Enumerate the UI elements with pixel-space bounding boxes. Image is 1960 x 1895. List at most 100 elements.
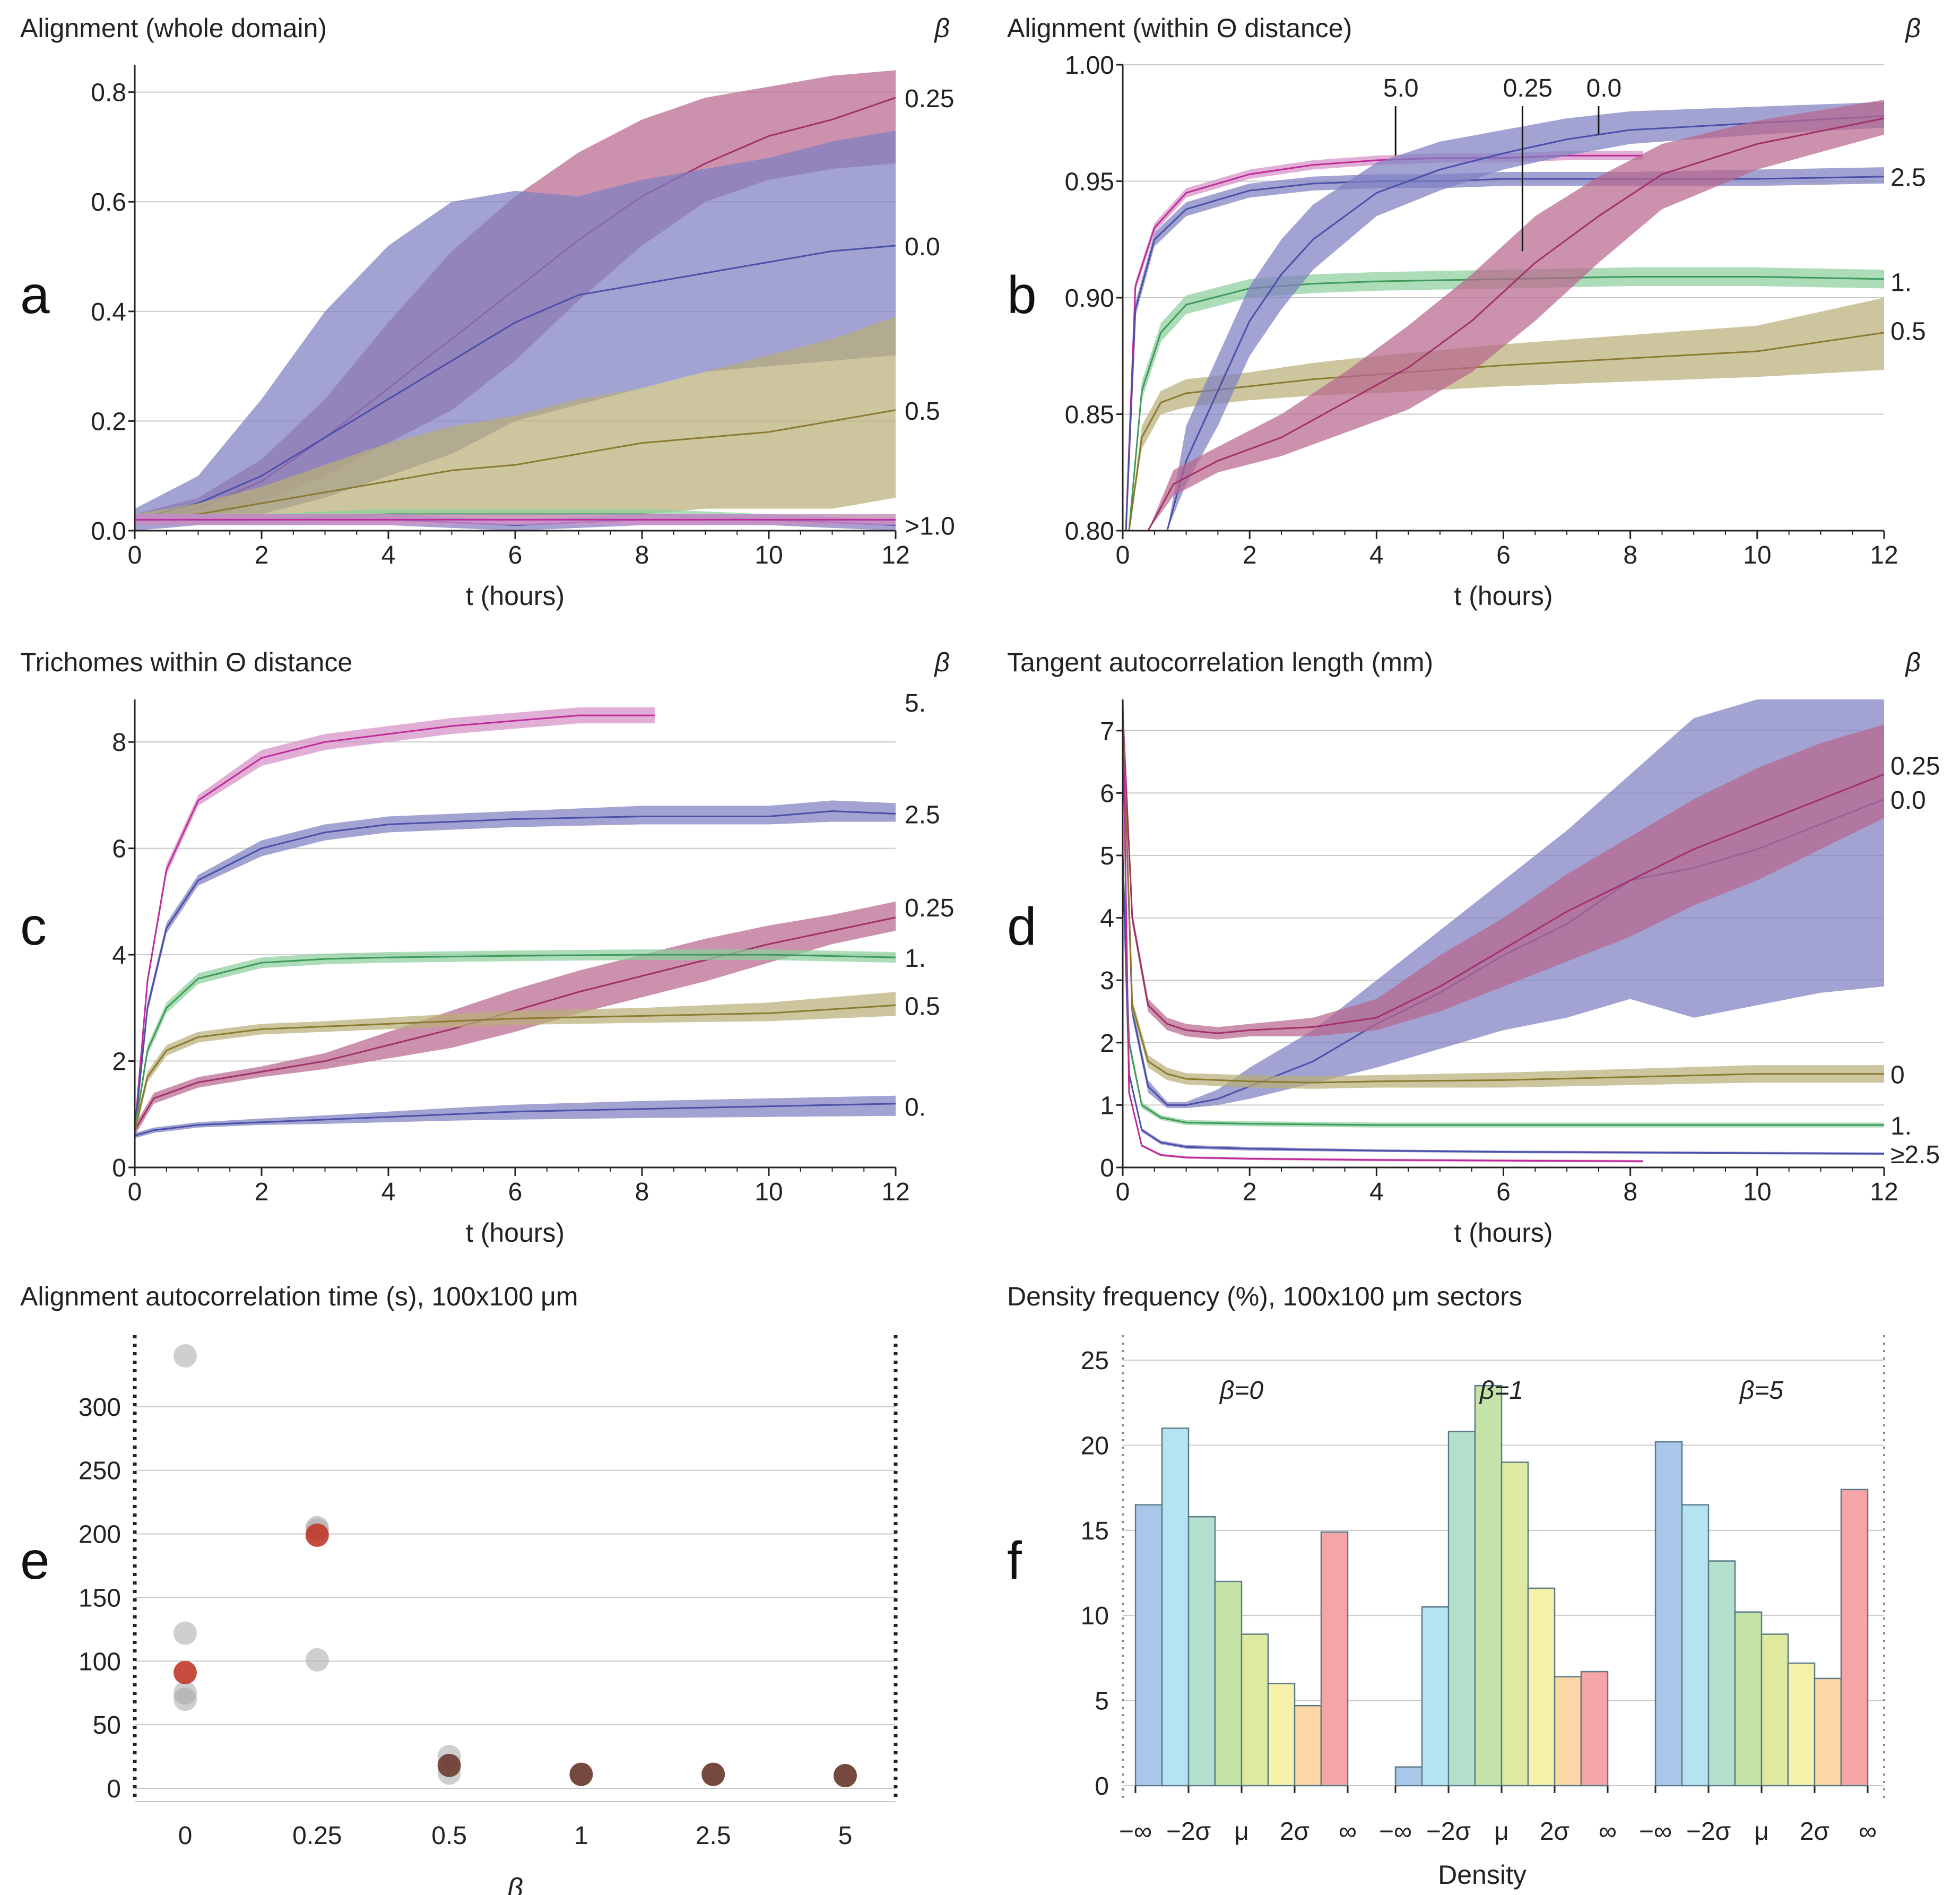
x-tick-label: 0 [1116, 541, 1130, 569]
histogram-bar [1734, 1611, 1763, 1787]
series-right-label: 2.5 [1890, 164, 1926, 192]
histogram-bar [1241, 1633, 1269, 1787]
histogram-bar [1161, 1427, 1190, 1787]
panel-letter: d [1007, 897, 1037, 956]
x-axis-label: t (hours) [1454, 1218, 1553, 1248]
series-right-label: 1. [905, 945, 926, 973]
bin-tick-label: μ [1234, 1818, 1249, 1846]
y-tick-label: 5 [1100, 842, 1114, 870]
series-band-1 [1125, 167, 1884, 531]
series-right-label: 0.5 [905, 992, 940, 1020]
x-tick-label: 10 [1743, 541, 1771, 569]
x-tick-label: 0.5 [431, 1822, 467, 1850]
series-right-label: 0.5 [905, 397, 940, 426]
bin-tick-label: 2σ [1800, 1818, 1829, 1846]
histogram-bar [1527, 1587, 1556, 1787]
panel-b: Alignment (within Θ distance) b β 0.80 0.85 0… [1007, 13, 1926, 611]
histogram-bar [1814, 1677, 1842, 1787]
bin-tick-label: −∞ [1119, 1818, 1152, 1846]
y-tick-label: 0.85 [1065, 401, 1114, 429]
bin-tick-label: ∞ [1339, 1818, 1357, 1846]
series-right-label: 0.0 [905, 233, 940, 261]
series-band-5 [1148, 99, 1884, 531]
y-tick-label: 0.6 [91, 188, 126, 217]
x-tick-label: 6 [508, 1178, 523, 1206]
histogram-bar [1394, 1766, 1423, 1787]
group-label: β=0 [1219, 1377, 1263, 1405]
series-right-label: ≥2.5 [1890, 1141, 1940, 1169]
histogram-bar [1654, 1441, 1683, 1787]
bin-tick-label: −2σ [1686, 1818, 1731, 1846]
bin-tick-label: 2σ [1280, 1818, 1309, 1846]
series-line-1 [1123, 712, 1884, 1034]
x-tick-label: 0 [1116, 1178, 1130, 1206]
panel-letter: e [20, 1531, 50, 1590]
histogram-bar [1707, 1560, 1736, 1787]
y-tick-label: 4 [1100, 905, 1114, 933]
histogram-bar [1320, 1531, 1349, 1787]
callout-label: 0.25 [1503, 74, 1553, 102]
x-tick-label: 10 [754, 1178, 783, 1206]
series-band-0 [1123, 699, 1884, 1109]
histogram-bar [1474, 1385, 1503, 1787]
y-tick-label: 1 [1100, 1092, 1114, 1120]
mean-point [569, 1762, 593, 1786]
histogram-bar [1840, 1489, 1869, 1787]
x-tick-label: 4 [1369, 1178, 1384, 1206]
x-tick-label: 0 [128, 1178, 142, 1206]
x-tick-label: 2.5 [696, 1822, 731, 1850]
series-band-0 [135, 707, 655, 1136]
x-tick-label: 2 [255, 541, 269, 569]
series-band-5 [135, 1095, 896, 1138]
y-tick-label: 0.2 [91, 408, 126, 436]
y-tick-label: 200 [79, 1521, 121, 1549]
y-tick-label: 0.4 [91, 298, 126, 326]
bin-tick-label: −∞ [1639, 1818, 1672, 1846]
series-line-1 [135, 810, 896, 1130]
x-tick-label: 10 [754, 541, 783, 569]
x-tick-label: 12 [881, 541, 909, 569]
panel-title: Alignment (whole domain) [20, 13, 327, 43]
x-tick-label: 4 [1369, 541, 1384, 569]
y-tick-label: 20 [1081, 1432, 1109, 1460]
histogram-bar [1294, 1704, 1322, 1787]
series-line-5 [1123, 699, 1643, 1162]
beta-label: β [1904, 13, 1921, 43]
y-tick-label: 3 [1100, 967, 1114, 995]
x-tick-label: 6 [508, 541, 523, 569]
panel-title: Alignment (within Θ distance) [1007, 13, 1352, 43]
x-tick-label: 6 [1496, 541, 1511, 569]
bin-tick-label: −∞ [1379, 1818, 1412, 1846]
histogram-bar [1214, 1580, 1243, 1787]
y-tick-label: 0.8 [91, 79, 126, 107]
y-tick-label: 8 [112, 729, 126, 757]
x-tick-label: 1 [574, 1822, 588, 1850]
series-line-4 [1123, 855, 1884, 1155]
panel-title: Density frequency (%), 100x100 μm sector… [1007, 1282, 1522, 1311]
x-tick-label: 12 [881, 1178, 909, 1206]
series-band-1 [1123, 705, 1884, 1040]
panel-title: Tangent autocorrelation length (mm) [1007, 647, 1433, 677]
y-tick-label: 0 [107, 1775, 121, 1803]
x-tick-label: 6 [1496, 1178, 1511, 1206]
bin-tick-label: −2σ [1426, 1818, 1471, 1846]
series-group [1123, 699, 1884, 1163]
histogram-bar [1447, 1431, 1476, 1787]
x-tick-label: 8 [635, 1178, 649, 1206]
panel-letter: c [20, 897, 47, 956]
x-tick-label: 8 [1623, 1178, 1637, 1206]
group-label: β=5 [1739, 1377, 1783, 1405]
histogram-bar [1134, 1504, 1163, 1787]
series-right-label: 0. [905, 1094, 926, 1122]
y-tick-label: 10 [1081, 1602, 1109, 1630]
series-band-4 [135, 992, 896, 1136]
replicate-point [174, 1688, 197, 1711]
histogram-bar [1501, 1461, 1529, 1787]
x-tick-label: 10 [1743, 1178, 1771, 1206]
y-tick-label: 0.80 [1065, 517, 1114, 546]
series-right-label: 0.25 [905, 85, 954, 113]
x-tick-label: 2 [1243, 541, 1257, 569]
panel-title: Trichomes within Θ distance [20, 647, 352, 677]
panel-d: Tangent autocorrelation length (mm)dβ012… [1007, 647, 1940, 1248]
group-label: β=1 [1479, 1377, 1523, 1405]
